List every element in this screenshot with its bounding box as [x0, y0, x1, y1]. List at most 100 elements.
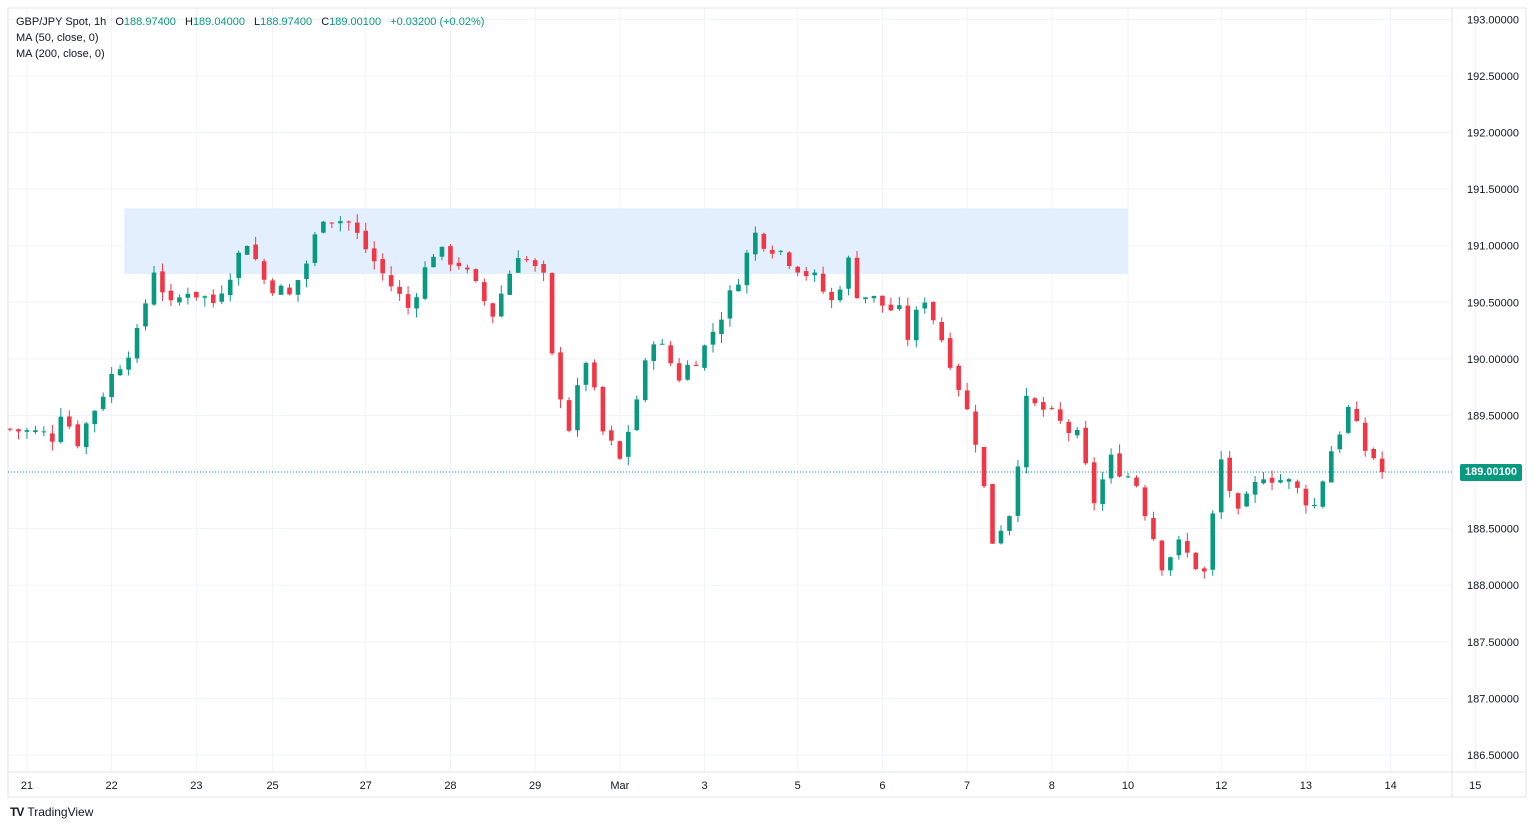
candle-body: [677, 363, 682, 380]
time-tick-label: 29: [529, 780, 541, 792]
candle-body: [363, 231, 368, 250]
candle-body: [880, 296, 885, 306]
candle-body: [795, 267, 800, 273]
candle-body: [1066, 422, 1071, 433]
candle-body: [990, 484, 995, 544]
candle-body: [1092, 462, 1097, 503]
candle-body: [609, 430, 614, 440]
candle-body: [287, 288, 292, 295]
candle-body: [1168, 557, 1173, 570]
candle-body: [804, 271, 809, 276]
ma200-legend[interactable]: MA (200, close, 0): [16, 46, 484, 62]
candle-body: [372, 248, 377, 261]
candle-body: [660, 344, 665, 345]
time-tick-label: 25: [266, 780, 278, 792]
candle-body: [711, 332, 716, 345]
candle-body: [1346, 407, 1351, 433]
candle-body: [922, 303, 927, 309]
time-axis[interactable]: 21 22 23 25 27 28 29 Mar 3 5 6 7 8 10 12 13 14 15: [21, 780, 1482, 792]
legend-ohlc-row[interactable]: GBP/JPY Spot, 1h O188.97400 H189.04000 L…: [16, 14, 484, 30]
candle-body: [1236, 493, 1241, 509]
candle-body: [321, 222, 326, 233]
candle-body: [1033, 398, 1038, 403]
last-price-badge: 189.00100: [1460, 464, 1522, 481]
candle-body: [762, 234, 767, 249]
candle-body: [668, 345, 673, 363]
price-tick-label: 190.00000: [1467, 354, 1519, 366]
candle-body: [499, 294, 504, 317]
high-label: H: [185, 16, 193, 28]
candle-body: [855, 258, 860, 298]
chart-border: [8, 8, 1526, 797]
candle-body: [1304, 489, 1309, 506]
time-tick-label: 6: [879, 780, 885, 792]
chart-legend: GBP/JPY Spot, 1h O188.97400 H189.04000 L…: [16, 14, 484, 62]
price-tick-label: 188.00000: [1467, 580, 1519, 592]
candle-body: [397, 287, 402, 294]
candle-body: [939, 322, 944, 340]
candle-body: [330, 223, 335, 224]
candle-body: [906, 306, 911, 340]
candle-body: [507, 274, 512, 295]
candle-body: [1151, 518, 1156, 539]
resistance-zone[interactable]: [124, 208, 1128, 274]
candle-body: [1109, 455, 1114, 479]
candle-body: [1380, 459, 1385, 472]
candle-body: [973, 411, 978, 444]
candle-body: [1160, 541, 1165, 571]
candle-body: [423, 267, 428, 298]
candle-body: [1227, 458, 1232, 491]
candle-body: [25, 430, 30, 432]
candle-body: [1295, 481, 1300, 487]
candle-body: [838, 290, 843, 301]
candle-body: [490, 303, 495, 316]
candle-body: [440, 247, 445, 257]
candle-body: [1278, 480, 1283, 482]
candle-body: [448, 246, 453, 265]
price-tick-label: 192.00000: [1467, 128, 1519, 140]
candle-body: [1075, 430, 1080, 435]
candle-body: [236, 253, 241, 278]
candle-body: [1143, 487, 1148, 516]
time-tick-label: 21: [21, 780, 33, 792]
candle-body: [84, 423, 89, 447]
candle-body: [1321, 481, 1326, 506]
close-value: 189.00100: [329, 16, 381, 28]
candle-body: [872, 296, 877, 298]
ma50-legend[interactable]: MA (50, close, 0): [16, 30, 484, 46]
candle-body: [42, 431, 47, 432]
candle-body: [601, 387, 606, 431]
candle-body: [160, 271, 165, 292]
candle-body: [75, 424, 80, 446]
candle-body: [999, 531, 1004, 544]
candle-body: [634, 399, 639, 430]
candle-body: [245, 246, 250, 255]
candle-body: [685, 365, 690, 380]
candle-body: [313, 234, 318, 263]
candle-body: [1016, 466, 1021, 515]
open-value: 188.97400: [124, 16, 176, 28]
tradingview-brand[interactable]: TV TradingView: [10, 805, 93, 819]
brand-name: TradingView: [27, 805, 93, 819]
candle-body: [16, 429, 21, 431]
time-tick-label: 14: [1384, 780, 1396, 792]
price-axis[interactable]: 193.00000 192.50000 192.00000 191.50000 191.…: [1467, 14, 1519, 762]
candle-body: [745, 253, 750, 285]
candle-body: [1202, 568, 1207, 571]
high-value: 189.04000: [193, 16, 245, 28]
candle-body: [1041, 402, 1046, 410]
close-label: C: [321, 16, 329, 28]
candle-body: [279, 286, 284, 295]
candle-body: [728, 290, 733, 318]
candle-body: [541, 264, 546, 273]
candle-body: [702, 345, 707, 367]
candle-body: [821, 274, 826, 292]
time-tick-label: 28: [444, 780, 456, 792]
candle-body: [380, 259, 385, 273]
candle-body: [1270, 478, 1275, 483]
price-tick-label: 191.00000: [1467, 241, 1519, 253]
price-tick-label: 186.50000: [1467, 750, 1519, 762]
candle-body: [1371, 449, 1376, 458]
low-value: 188.97400: [260, 16, 312, 28]
